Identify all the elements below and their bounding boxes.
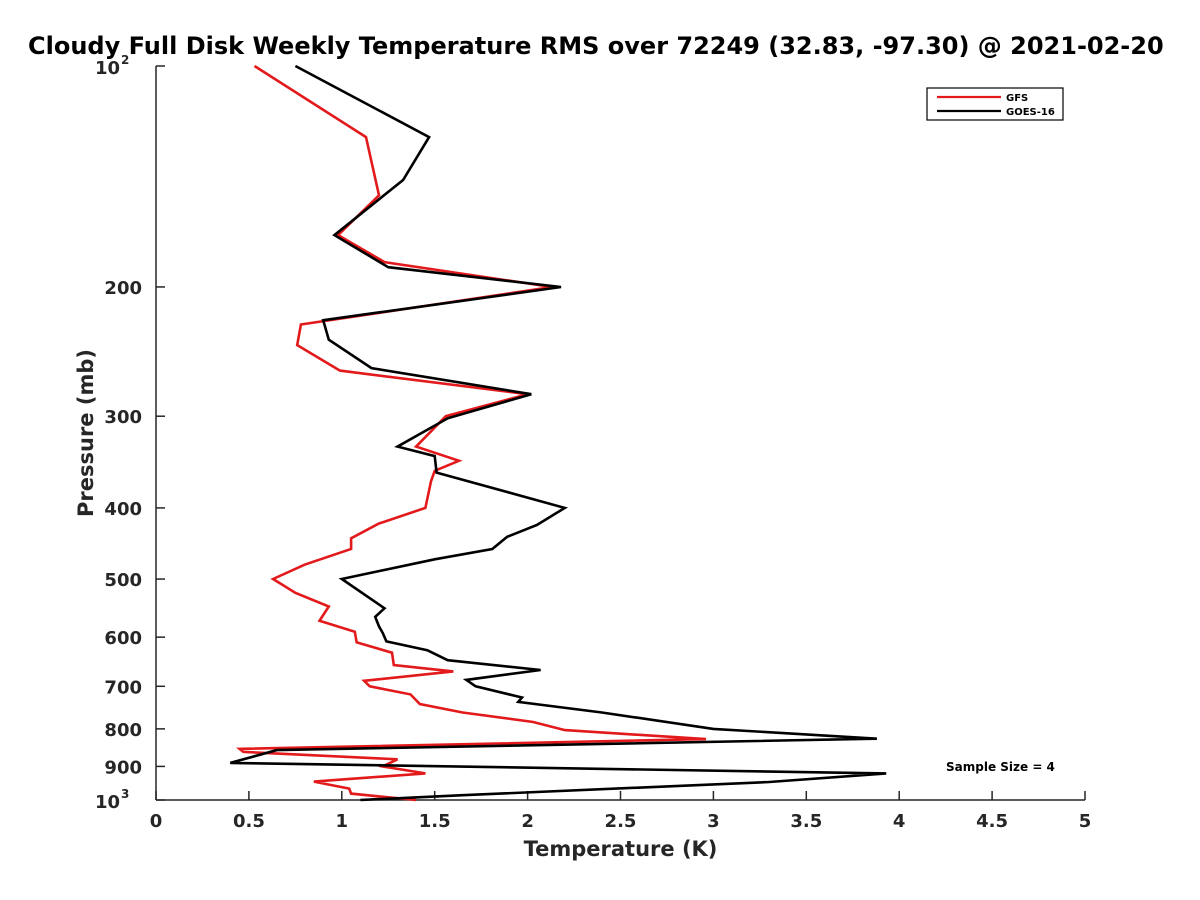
y-tick-label: 300 — [104, 407, 142, 428]
sample-size-annotation: Sample Size = 4 — [946, 760, 1055, 774]
x-tick-label: 0.5 — [233, 811, 265, 832]
y-tick-exponent: 3 — [121, 787, 129, 801]
chart-title: Cloudy Full Disk Weekly Temperature RMS … — [28, 32, 1164, 60]
legend: GFS GOES-16 — [926, 87, 1064, 121]
legend-label-goes16: GOES-16 — [1006, 107, 1055, 118]
y-tick-label: 400 — [104, 499, 142, 520]
x-tick-label: 4 — [893, 811, 906, 832]
y-tick-exponent: 2 — [121, 53, 129, 67]
axes — [155, 66, 1085, 801]
x-ticks: 0 0.5 1 1.5 2 2.5 3 3.5 4 4.5 5 — [150, 791, 1092, 832]
x-tick-label: 1 — [336, 811, 349, 832]
y-tick-label: 700 — [104, 677, 142, 698]
y-tick-label: 900 — [104, 757, 142, 778]
series-line-goes-16 — [229, 64, 887, 802]
series-line-gfs — [236, 64, 707, 802]
x-tick-label: 3 — [707, 811, 720, 832]
y-tick-label: 800 — [104, 720, 142, 741]
series-layer — [229, 64, 887, 802]
y-tick-label: 10 — [95, 58, 120, 79]
x-axis-label: Temperature (K) — [524, 837, 718, 861]
y-tick-label: 600 — [104, 628, 142, 649]
legend-box — [926, 87, 1064, 121]
x-tick-label: 2.5 — [605, 811, 637, 832]
legend-label-gfs: GFS — [1006, 93, 1028, 104]
x-tick-label: 3.5 — [790, 811, 822, 832]
x-tick-label: 4.5 — [976, 811, 1008, 832]
y-tick-label: 10 — [95, 792, 120, 813]
x-tick-label: 5 — [1079, 811, 1092, 832]
x-tick-label: 2 — [521, 811, 534, 832]
y-tick-label: 200 — [104, 278, 142, 299]
y-tick-label: 500 — [104, 570, 142, 591]
x-tick-label: 1.5 — [419, 811, 451, 832]
x-tick-label: 0 — [150, 811, 163, 832]
y-axis-label: Pressure (mb) — [74, 349, 98, 517]
